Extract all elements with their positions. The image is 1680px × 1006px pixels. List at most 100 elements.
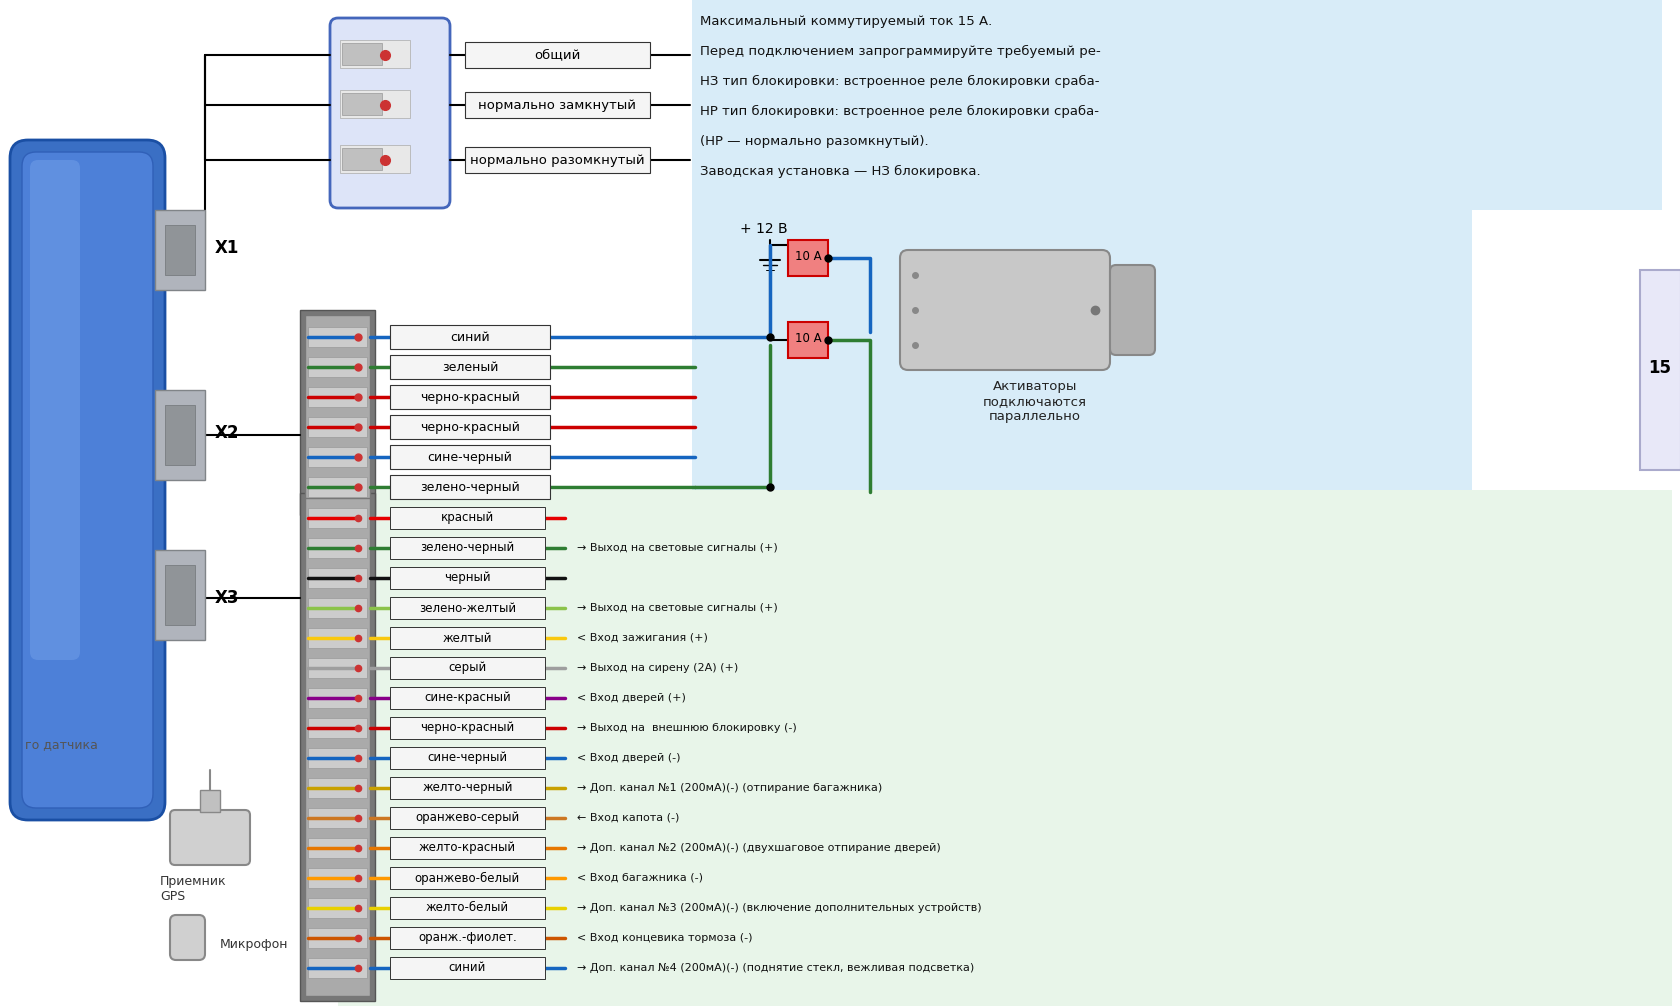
- Text: < Вход концевика тормоза (-): < Вход концевика тормоза (-): [576, 933, 753, 943]
- Text: желто-белый: желто-белый: [425, 901, 509, 914]
- Bar: [465, 92, 650, 118]
- Bar: [390, 657, 544, 679]
- Bar: [307, 838, 366, 858]
- Text: зеленый: зеленый: [442, 360, 497, 373]
- Text: зелено-черный: зелено-черный: [420, 481, 519, 494]
- Text: Приемник
GPS: Приемник GPS: [160, 875, 227, 903]
- Text: 10 А: 10 А: [795, 332, 822, 344]
- Bar: [307, 928, 366, 948]
- Bar: [341, 93, 381, 115]
- Bar: [307, 778, 366, 798]
- Text: синий: синий: [450, 331, 489, 343]
- Bar: [307, 357, 366, 377]
- Text: желто-черный: желто-черный: [422, 782, 512, 795]
- Text: X2: X2: [215, 424, 239, 442]
- Text: < Вход дверей (-): < Вход дверей (-): [576, 753, 680, 763]
- FancyBboxPatch shape: [170, 810, 250, 865]
- Bar: [165, 405, 195, 465]
- Bar: [304, 498, 370, 996]
- Bar: [307, 958, 366, 978]
- Text: → Выход на сирену (2А) (+): → Выход на сирену (2А) (+): [576, 663, 738, 673]
- Bar: [341, 148, 381, 170]
- Bar: [390, 627, 544, 649]
- Text: нормально замкнутый: нормально замкнутый: [479, 99, 637, 112]
- Text: синий: синий: [449, 962, 486, 975]
- Text: черный: черный: [444, 571, 491, 584]
- Text: < Вход дверей (+): < Вход дверей (+): [576, 693, 685, 703]
- Bar: [390, 355, 549, 379]
- Bar: [390, 747, 544, 769]
- Text: сине-черный: сине-черный: [427, 451, 512, 464]
- Bar: [390, 927, 544, 949]
- Text: → Выход на световые сигналы (+): → Выход на световые сигналы (+): [576, 543, 778, 553]
- FancyBboxPatch shape: [170, 915, 205, 960]
- Text: сине-черный: сине-черный: [427, 751, 507, 765]
- Bar: [788, 240, 828, 276]
- Bar: [390, 597, 544, 619]
- Text: Перед подключением запрограммируйте требуемый ре-: Перед подключением запрограммируйте треб…: [699, 45, 1100, 58]
- Bar: [341, 43, 381, 65]
- Text: → Выход на  внешнюю блокировку (-): → Выход на внешнюю блокировку (-): [576, 723, 796, 733]
- Text: ← Вход капота (-): ← Вход капота (-): [576, 813, 679, 823]
- Bar: [390, 807, 544, 829]
- Bar: [155, 210, 205, 290]
- Bar: [465, 147, 650, 173]
- FancyBboxPatch shape: [22, 152, 153, 808]
- Bar: [307, 658, 366, 678]
- Bar: [307, 447, 366, 467]
- Text: черно-красный: черно-красный: [420, 421, 519, 434]
- Text: X3: X3: [215, 589, 239, 607]
- Bar: [390, 897, 544, 919]
- Bar: [390, 837, 544, 859]
- Text: оранж.-фиолет.: оранж.-фиолет.: [418, 932, 516, 945]
- Bar: [465, 42, 650, 68]
- Bar: [390, 717, 544, 739]
- Text: оранжево-белый: оранжево-белый: [415, 871, 519, 884]
- Text: X1: X1: [215, 239, 239, 257]
- Text: оранжево-серый: оранжево-серый: [415, 812, 519, 825]
- Bar: [1640, 270, 1680, 470]
- Text: НЗ тип блокировки: встроенное реле блокировки сраба-: НЗ тип блокировки: встроенное реле блоки…: [699, 75, 1099, 89]
- Text: красный: красный: [440, 511, 494, 524]
- Bar: [165, 225, 195, 275]
- Bar: [307, 568, 366, 588]
- Text: сине-красный: сине-красный: [423, 691, 511, 704]
- Bar: [155, 390, 205, 480]
- Text: Заводская установка — НЗ блокировка.: Заводская установка — НЗ блокировка.: [699, 165, 979, 178]
- Text: + 12 В: + 12 В: [739, 222, 788, 236]
- Text: Активаторы
подключаются
параллельно: Активаторы подключаются параллельно: [983, 380, 1087, 423]
- Bar: [299, 493, 375, 1001]
- Bar: [307, 538, 366, 558]
- Bar: [390, 567, 544, 589]
- Bar: [299, 310, 375, 515]
- FancyBboxPatch shape: [1109, 265, 1154, 355]
- Bar: [390, 777, 544, 799]
- Text: → Доп. канал №1 (200мА)(-) (отпирание багажника): → Доп. канал №1 (200мА)(-) (отпирание ба…: [576, 783, 882, 793]
- Bar: [390, 415, 549, 439]
- Bar: [307, 417, 366, 437]
- Text: < Вход багажника (-): < Вход багажника (-): [576, 873, 702, 883]
- Bar: [390, 957, 544, 979]
- Bar: [390, 475, 549, 499]
- Text: нормально разомкнутый: нормально разомкнутый: [470, 154, 645, 167]
- FancyBboxPatch shape: [899, 250, 1109, 370]
- Text: зелено-желтый: зелено-желтый: [418, 602, 516, 615]
- Bar: [304, 315, 370, 510]
- Bar: [390, 325, 549, 349]
- Bar: [307, 477, 366, 497]
- Text: Микрофон: Микрофон: [220, 939, 289, 952]
- Text: (НР — нормально разомкнутый).: (НР — нормально разомкнутый).: [699, 135, 927, 148]
- Text: Максимальный коммутируемый ток 15 А.: Максимальный коммутируемый ток 15 А.: [699, 15, 991, 28]
- Bar: [692, 0, 1662, 210]
- Bar: [390, 687, 544, 709]
- Bar: [788, 322, 828, 358]
- Bar: [390, 537, 544, 559]
- Bar: [307, 688, 366, 708]
- Bar: [390, 445, 549, 469]
- FancyBboxPatch shape: [30, 160, 81, 660]
- Text: желто-красный: желто-красный: [418, 841, 516, 854]
- FancyBboxPatch shape: [10, 140, 165, 820]
- Text: серый: серый: [449, 662, 486, 674]
- Bar: [307, 508, 366, 528]
- Bar: [390, 385, 549, 409]
